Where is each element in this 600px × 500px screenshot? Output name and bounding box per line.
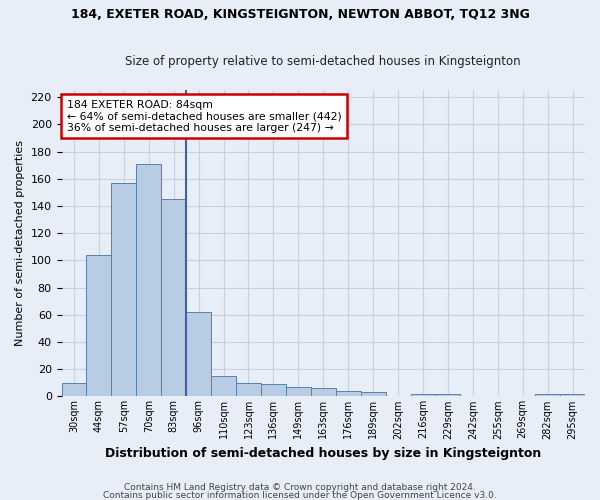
- Bar: [560, 394, 585, 396]
- Bar: [236, 383, 261, 396]
- Bar: [535, 394, 560, 396]
- Bar: [410, 394, 436, 396]
- Bar: [436, 394, 460, 396]
- Bar: [311, 388, 336, 396]
- Text: Contains public sector information licensed under the Open Government Licence v3: Contains public sector information licen…: [103, 490, 497, 500]
- Bar: [261, 384, 286, 396]
- Y-axis label: Number of semi-detached properties: Number of semi-detached properties: [15, 140, 25, 346]
- Bar: [161, 200, 186, 396]
- Bar: [361, 392, 386, 396]
- Bar: [136, 164, 161, 396]
- Text: Contains HM Land Registry data © Crown copyright and database right 2024.: Contains HM Land Registry data © Crown c…: [124, 484, 476, 492]
- Bar: [112, 183, 136, 396]
- Text: 184, EXETER ROAD, KINGSTEIGNTON, NEWTON ABBOT, TQ12 3NG: 184, EXETER ROAD, KINGSTEIGNTON, NEWTON …: [71, 8, 529, 20]
- Text: 184 EXETER ROAD: 84sqm
← 64% of semi-detached houses are smaller (442)
36% of se: 184 EXETER ROAD: 84sqm ← 64% of semi-det…: [67, 100, 341, 133]
- Bar: [62, 383, 86, 396]
- Bar: [86, 255, 112, 396]
- Bar: [286, 387, 311, 396]
- Bar: [186, 312, 211, 396]
- Bar: [336, 391, 361, 396]
- X-axis label: Distribution of semi-detached houses by size in Kingsteignton: Distribution of semi-detached houses by …: [105, 447, 541, 460]
- Title: Size of property relative to semi-detached houses in Kingsteignton: Size of property relative to semi-detach…: [125, 56, 521, 68]
- Bar: [211, 376, 236, 396]
